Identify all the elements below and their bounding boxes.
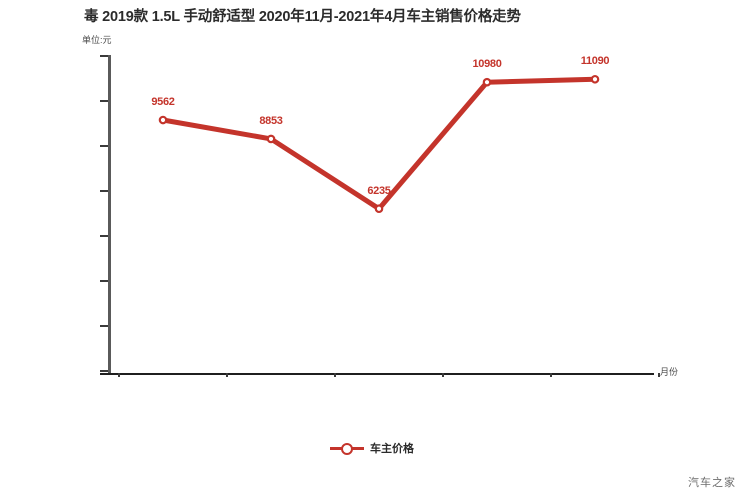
y-axis-line xyxy=(108,55,111,375)
y-axis-tick xyxy=(100,190,108,192)
y-axis-tick xyxy=(100,280,108,282)
plot-area: 9562 8853 6235 10980 11090 xyxy=(110,55,650,375)
x-axis-tick xyxy=(442,373,444,377)
data-point-value-label: 10980 xyxy=(472,58,502,71)
data-point-marker[interactable] xyxy=(374,204,384,214)
legend-marker-icon xyxy=(330,442,364,455)
chart-title: 毒 2019款 1.5L 手动舒适型 2020年11月-2021年4月车主销售价… xyxy=(84,9,521,25)
data-point-value-label: 9562 xyxy=(151,96,175,108)
data-point-marker[interactable] xyxy=(158,115,168,125)
data-point-marker[interactable] xyxy=(590,74,600,84)
x-axis-unit-label: 月份 xyxy=(660,367,679,377)
y-axis-tick xyxy=(100,55,108,57)
data-point-value-label: 8853 xyxy=(259,114,283,127)
data-point-marker[interactable] xyxy=(266,134,276,144)
data-point-marker[interactable] xyxy=(482,77,492,87)
x-axis-tick xyxy=(118,373,120,377)
data-point-value-label: 6235 xyxy=(367,184,391,197)
legend-item-label: 车主价格 xyxy=(370,443,414,455)
series-line-chart xyxy=(158,74,600,214)
y-axis-tick xyxy=(100,235,108,237)
y-axis-tick xyxy=(100,325,108,327)
chart-legend: 车主价格 xyxy=(0,440,744,456)
y-axis-tick xyxy=(100,370,108,372)
x-axis-line xyxy=(100,373,654,375)
x-axis-tick xyxy=(658,373,660,377)
x-axis-tick xyxy=(550,373,552,377)
watermark-autohome: 汽车之家 xyxy=(688,477,736,489)
y-axis-tick xyxy=(100,145,108,147)
x-axis-tick xyxy=(334,373,336,377)
data-point-value-label: 11090 xyxy=(580,55,610,68)
x-axis-tick xyxy=(226,373,228,377)
y-axis-unit-label: 单位:元 xyxy=(82,35,112,45)
y-axis-tick xyxy=(100,100,108,102)
